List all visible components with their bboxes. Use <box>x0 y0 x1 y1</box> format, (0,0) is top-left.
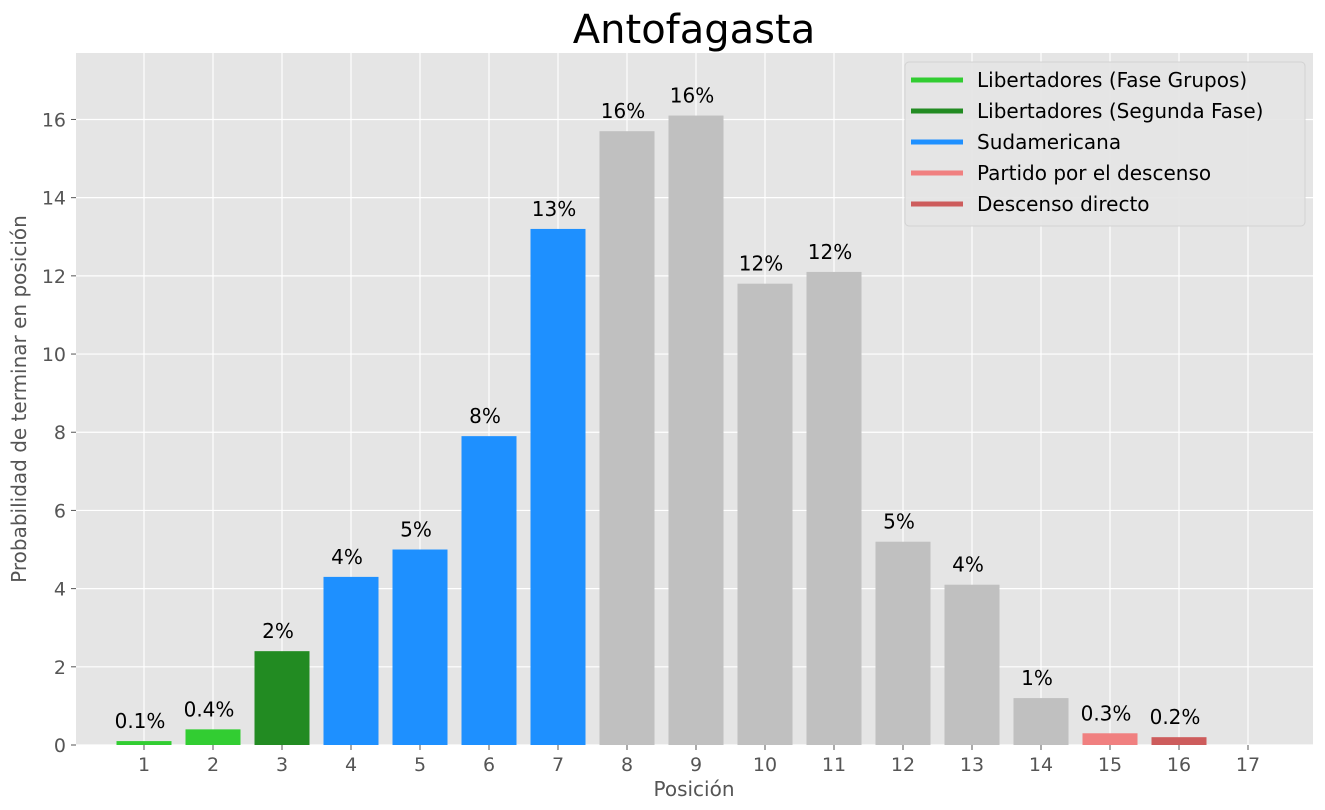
bars <box>116 115 1207 746</box>
bar-value-label: 1% <box>1021 666 1053 690</box>
bar-1 <box>116 741 172 745</box>
bar-value-label: 4% <box>331 545 363 569</box>
bar-value-label: 8% <box>469 404 501 428</box>
x-tick-label: 4 <box>345 754 357 776</box>
bar-value-label: 12% <box>808 240 852 264</box>
bar-value-label: 16% <box>670 84 714 108</box>
legend-label: Sudamericana <box>977 130 1121 154</box>
y-tick-label: 0 <box>54 735 66 757</box>
legend-label: Partido por el descenso <box>977 161 1211 185</box>
x-tick-label: 3 <box>276 754 288 776</box>
bar-13 <box>944 584 1000 745</box>
x-tick-label: 10 <box>753 754 777 776</box>
x-tick-label: 14 <box>1029 754 1053 776</box>
bar-value-label: 13% <box>532 197 576 221</box>
bar-10 <box>737 283 793 745</box>
y-tick-label: 12 <box>42 266 66 288</box>
x-tick-label: 7 <box>552 754 564 776</box>
y-tick-label: 8 <box>54 422 66 444</box>
bar-7 <box>530 228 586 746</box>
x-tick-labels: 1 2 3 4 5 6 7 8 9 10 11 12 13 14 15 16 17 <box>138 745 1260 776</box>
y-tick-label: 10 <box>42 344 66 366</box>
chart-title: Antofagasta <box>573 7 815 53</box>
x-tick-label: 16 <box>1167 754 1191 776</box>
y-tick-label: 2 <box>54 657 66 679</box>
bar-value-label: 5% <box>400 518 432 542</box>
bar-14 <box>1013 698 1069 745</box>
bar-value-label: 2% <box>262 619 294 643</box>
legend-label: Libertadores (Fase Grupos) <box>977 68 1247 92</box>
bar-2 <box>185 729 241 745</box>
bar-value-label: 12% <box>739 252 783 276</box>
x-tick-label: 5 <box>414 754 426 776</box>
y-tick-label: 16 <box>42 109 66 131</box>
x-tick-label: 11 <box>822 754 846 776</box>
bar-11 <box>806 271 862 745</box>
bar-labels: 0.1% 0.4% 2% 4% 5% 8% 13% 16% 16% 12% 12% 5% 4% 1% 0.3… <box>115 84 1201 734</box>
x-tick-label: 15 <box>1098 754 1122 776</box>
bar-value-label: 16% <box>601 99 645 123</box>
y-tick-label: 4 <box>54 579 66 601</box>
legend: Libertadores (Fase Grupos) Libertadores (… <box>904 61 1306 227</box>
bar-value-label: 0.3% <box>1081 701 1132 725</box>
bar-5 <box>392 549 448 745</box>
legend-label: Descenso directo <box>977 192 1150 216</box>
x-tick-label: 9 <box>690 754 702 776</box>
bar-value-label: 5% <box>883 510 915 534</box>
legend-box <box>904 61 1306 227</box>
bar-value-label: 0.2% <box>1150 705 1201 729</box>
x-tick-label: 12 <box>891 754 915 776</box>
y-tick-label: 14 <box>42 188 66 210</box>
legend-label: Libertadores (Segunda Fase) <box>977 99 1263 123</box>
x-tick-label: 6 <box>483 754 495 776</box>
bar-value-label: 0.1% <box>115 709 166 733</box>
y-tick-label: 6 <box>54 500 66 522</box>
y-tick-labels: 0 2 4 6 8 10 12 14 16 <box>42 109 76 757</box>
bar-4 <box>323 576 379 745</box>
x-tick-label: 17 <box>1236 754 1260 776</box>
bar-15 <box>1082 733 1138 745</box>
x-axis-label: Posición <box>653 777 734 801</box>
x-tick-label: 8 <box>621 754 633 776</box>
bar-value-label: 0.4% <box>184 697 235 721</box>
bar-9 <box>668 115 724 746</box>
x-tick-label: 1 <box>138 754 150 776</box>
bar-16 <box>1151 737 1207 745</box>
bar-12 <box>875 541 931 745</box>
x-tick-label: 2 <box>207 754 219 776</box>
bar-8 <box>599 131 655 746</box>
bar-value-label: 4% <box>952 553 984 577</box>
bar-6 <box>461 436 517 745</box>
bar-3 <box>254 651 310 745</box>
y-axis-label: Probabilidad de terminar en posición <box>7 215 31 583</box>
x-tick-label: 13 <box>960 754 984 776</box>
